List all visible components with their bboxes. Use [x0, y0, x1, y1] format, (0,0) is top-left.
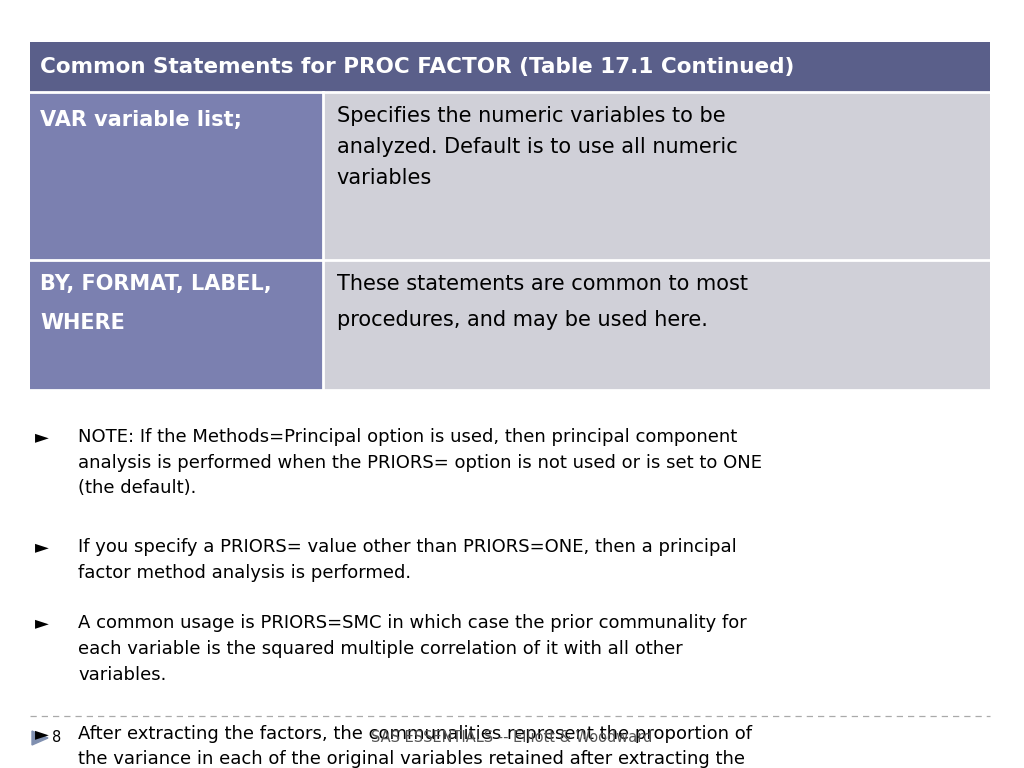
Text: A common usage is PRIORS=SMC in which case the prior communality for
each variab: A common usage is PRIORS=SMC in which ca…	[78, 614, 746, 684]
Text: SAS ESSENTIALS -- Elliott & Woodward: SAS ESSENTIALS -- Elliott & Woodward	[372, 730, 652, 746]
Text: After extracting the factors, the communalities represent the proportion of
the : After extracting the factors, the commun…	[78, 725, 752, 768]
Text: 8: 8	[52, 730, 61, 746]
Text: ►: ►	[35, 428, 49, 446]
Text: ►: ►	[35, 614, 49, 633]
Text: BY, FORMAT, LABEL,
WHERE: BY, FORMAT, LABEL, WHERE	[40, 274, 271, 333]
Text: Common Statements for PROC FACTOR (Table 17.1 Continued): Common Statements for PROC FACTOR (Table…	[40, 57, 795, 77]
Text: These statements are common to most
procedures, and may be used here.: These statements are common to most proc…	[337, 274, 748, 330]
Text: ►: ►	[35, 538, 49, 556]
Text: Specifies the numeric variables to be
analyzed. Default is to use all numeric
va: Specifies the numeric variables to be an…	[337, 106, 737, 188]
Bar	[30, 260, 323, 390]
Polygon shape	[32, 731, 48, 745]
Text: NOTE: If the Methods=Principal option is used, then principal component
analysis: NOTE: If the Methods=Principal option is…	[78, 428, 762, 498]
Bar	[30, 92, 323, 260]
Text: VAR variable list;: VAR variable list;	[40, 110, 242, 130]
Bar	[323, 92, 990, 260]
Bar	[30, 42, 990, 92]
Bar	[323, 260, 990, 390]
Text: If you specify a PRIORS= value other than PRIORS=ONE, then a principal
factor me: If you specify a PRIORS= value other tha…	[78, 538, 736, 582]
Text: ►: ►	[35, 725, 49, 743]
